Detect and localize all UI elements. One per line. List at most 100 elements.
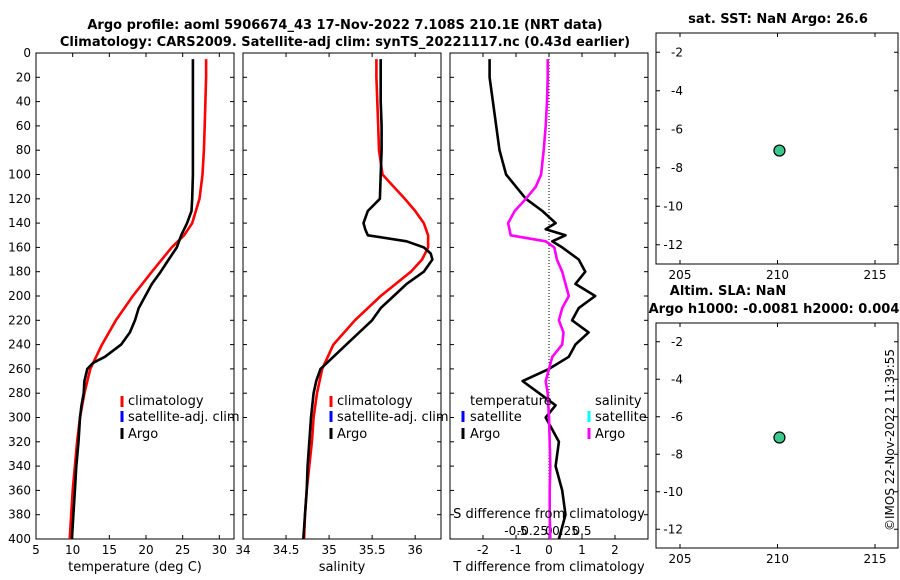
x-tick-label: 1 <box>578 543 586 557</box>
sst-map-panel: sat. SST: NaN Argo: 26.6 205 210 215 -2 -4 -6… <box>655 12 899 282</box>
series-line-argo <box>70 59 195 540</box>
y-tick-label: 180 <box>8 265 31 279</box>
legend-label-argo: Argo <box>337 427 367 442</box>
map-y-tick-label: -10 <box>663 199 683 213</box>
map-y-tick-label: -10 <box>663 485 683 499</box>
temperature-xlabel: temperature (deg C) <box>68 560 202 575</box>
y-tick-label: 220 <box>8 313 31 327</box>
temperature-lines <box>68 59 208 540</box>
map-x-tick-label: 215 <box>864 552 887 566</box>
y-tick-label: 40 <box>16 95 31 109</box>
legend-label-t-satellite: satellite <box>470 410 522 425</box>
sla-map-panel: Altim. SLA: NaN Argo h1000: -0.0081 h200… <box>649 284 900 566</box>
temperature-legend: climatology satellite-adj. clim Argo <box>120 394 240 442</box>
map-y-tick-label: -8 <box>671 447 683 461</box>
x-tick-label: 20 <box>138 543 153 557</box>
s-difference-label: S difference from climatology <box>453 507 645 522</box>
map-y-tick-label: -12 <box>663 522 683 536</box>
temperature-ticks: 5 10 15 20 25 3002040608010012014016018020022… <box>8 46 234 557</box>
title-line-2: Climatology: CARS2009. Satellite-adj cli… <box>60 35 630 50</box>
x-tick-label: 2 <box>611 543 619 557</box>
legend-label-t-argo: Argo <box>470 427 500 442</box>
map-y-tick-label: -6 <box>671 122 683 136</box>
x-tick-label: 36 <box>408 543 423 557</box>
s-tick-label: 0.5 <box>572 524 591 538</box>
map-x-tick-label: 210 <box>766 552 789 566</box>
legend-label-satellite: satellite-adj. clim <box>128 410 240 425</box>
legend-title-temperature: temperature <box>470 394 552 409</box>
series-line-climatology <box>68 59 208 540</box>
y-tick-label: 140 <box>8 216 31 230</box>
map-x-tick-label: 205 <box>669 268 692 282</box>
x-tick-label: 10 <box>65 543 80 557</box>
argo-location-dot <box>773 431 786 444</box>
x-tick-label: 30 <box>212 543 227 557</box>
y-tick-label: 80 <box>16 143 31 157</box>
x-tick-label: 35.5 <box>359 543 386 557</box>
y-tick-label: 200 <box>8 289 31 303</box>
legend-label-s-argo: Argo <box>595 427 625 442</box>
legend-label-argo: Argo <box>128 427 158 442</box>
series-line-t-argo-clim <box>488 59 597 540</box>
difference-lines <box>488 59 597 540</box>
argo-location-dot <box>773 144 786 157</box>
date-stamp: ©IMOS 22-Nov-2022 11:39:55 <box>883 349 897 531</box>
y-tick-label: 60 <box>16 119 31 133</box>
map-x-tick-label: 210 <box>766 268 789 282</box>
x-tick-label: -1 <box>510 543 522 557</box>
salinity-ticks: 34 34.5 35 35.5 36 <box>235 52 441 557</box>
y-tick-label: 20 <box>16 70 31 84</box>
y-tick-label: 300 <box>8 411 31 425</box>
difference-legend: temperature satellite Argo salinity sate… <box>461 394 647 442</box>
series-line-climatology <box>302 59 430 540</box>
map-y-tick-label: -4 <box>671 84 683 98</box>
x-tick-label: 34.5 <box>273 543 300 557</box>
title-line-1: Argo profile: aoml 5906674_43 17-Nov-202… <box>87 18 602 33</box>
map-y-tick-label: -8 <box>671 161 683 175</box>
legend-label-satellite: satellite-adj. clim <box>337 410 449 425</box>
salinity-panel: 34 34.5 35 35.5 36 climatology satellite-adj… <box>235 52 449 575</box>
y-tick-label: 160 <box>8 240 31 254</box>
legend-title-salinity: salinity <box>595 394 642 409</box>
series-line-s-argo-clim <box>506 59 571 540</box>
map-y-tick-label: -12 <box>663 238 683 252</box>
legend-label-climatology: climatology <box>128 394 204 409</box>
map-y-tick-label: -4 <box>671 372 683 386</box>
x-tick-label: 35 <box>321 543 336 557</box>
y-tick-label: 380 <box>8 508 31 522</box>
y-tick-label: 400 <box>8 532 31 546</box>
sla-map-ticks: 205 210 215 -2 -4 -6 -8 -10 -12 <box>656 323 898 566</box>
legend-label-s-satellite: satellite <box>595 410 647 425</box>
y-tick-label: 260 <box>8 362 31 376</box>
sla-map-title-line-2: Argo h1000: -0.0081 h2000: 0.004 <box>649 302 900 317</box>
map-x-tick-label: 205 <box>669 552 692 566</box>
legend-label-climatology: climatology <box>337 394 413 409</box>
map-x-tick-label: 215 <box>864 268 887 282</box>
x-tick-label: 0 <box>545 543 553 557</box>
y-tick-label: 360 <box>8 483 31 497</box>
series-line-argo <box>302 59 434 540</box>
x-tick-label: 34 <box>235 543 250 557</box>
y-tick-label: 120 <box>8 192 31 206</box>
sst-map-title: sat. SST: NaN Argo: 26.6 <box>688 12 868 27</box>
s-tick-label: -0.5 <box>504 524 527 538</box>
t-difference-xlabel: T difference from climatology <box>452 560 645 575</box>
y-tick-label: 0 <box>23 46 31 60</box>
y-tick-label: 340 <box>8 459 31 473</box>
salinity-lines <box>302 59 434 540</box>
difference-panel: -2 -1 0 1 2-0.5-0.250 0.250.5 temperature sat… <box>449 52 649 575</box>
y-tick-label: 280 <box>8 386 31 400</box>
map-y-tick-label: -2 <box>671 45 683 59</box>
sla-map-title-line-1: Altim. SLA: NaN <box>670 284 786 299</box>
map-y-tick-label: -6 <box>671 410 683 424</box>
x-tick-label: -2 <box>477 543 489 557</box>
salinity-axes-box <box>242 52 442 540</box>
x-tick-label: 15 <box>102 543 117 557</box>
s-tick-label: -0.25 <box>517 524 548 538</box>
salinity-xlabel: salinity <box>319 560 366 575</box>
x-tick-label: 5 <box>32 543 40 557</box>
x-tick-label: 25 <box>175 543 190 557</box>
y-tick-label: 100 <box>8 168 31 182</box>
map-y-tick-label: -2 <box>671 335 683 349</box>
